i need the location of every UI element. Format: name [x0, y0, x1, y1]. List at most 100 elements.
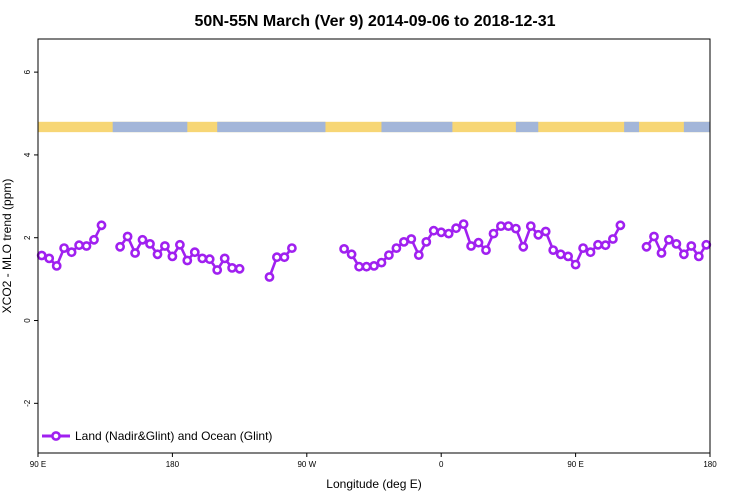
data-point	[671, 238, 682, 249]
data-point	[59, 243, 69, 253]
series-layer	[36, 219, 712, 282]
data-point	[51, 260, 62, 271]
x-tick-label: 180	[166, 460, 180, 469]
y-axis: -2 0 2 4 6	[23, 69, 38, 407]
data-point	[458, 219, 469, 229]
data-point	[159, 241, 170, 251]
x-tick-label: 0	[439, 460, 444, 469]
data-point	[167, 251, 178, 262]
data-point	[701, 239, 712, 250]
data-point	[413, 250, 424, 260]
data-point	[563, 251, 573, 262]
data-point	[81, 241, 92, 251]
x-tick-label: 90 E	[567, 460, 583, 469]
data-point	[212, 265, 223, 275]
legend-marker	[51, 431, 61, 441]
data-point	[451, 223, 461, 234]
data-point	[495, 221, 506, 231]
land-band	[38, 121, 710, 133]
data-point	[693, 251, 704, 262]
data-point	[264, 272, 275, 282]
y-tick-label: 2	[23, 235, 32, 240]
data-point	[383, 250, 394, 260]
data-point	[421, 236, 432, 247]
data-point	[600, 240, 611, 251]
data-point	[570, 259, 581, 270]
data-point	[122, 231, 133, 242]
x-tick-label: 90 W	[297, 460, 316, 469]
y-tick-label: -2	[23, 399, 32, 407]
data-point	[656, 248, 667, 258]
data-point	[548, 245, 559, 255]
ocean-segment	[217, 121, 326, 133]
data-point	[593, 239, 603, 250]
data-point	[197, 253, 208, 264]
data-point	[189, 247, 200, 258]
plot-frame	[37, 38, 711, 454]
data-point	[428, 225, 439, 236]
data-point	[518, 241, 529, 252]
data-point	[488, 228, 499, 239]
data-point	[44, 253, 55, 264]
data-point	[152, 249, 163, 260]
data-point	[481, 245, 491, 255]
data-point	[227, 262, 237, 273]
data-point	[391, 243, 402, 253]
data-point	[145, 238, 155, 249]
y-axis-label: XCO2 - MLO trend (ppm)	[0, 179, 14, 314]
x-tick-label: 180	[703, 460, 717, 469]
data-point	[271, 252, 282, 263]
data-point	[36, 250, 47, 261]
ocean-segment	[381, 121, 453, 133]
ocean-segment	[683, 121, 710, 133]
data-point	[540, 226, 551, 237]
data-point	[376, 257, 387, 268]
data-point	[679, 249, 689, 260]
data-point	[585, 247, 596, 258]
data-point	[339, 243, 349, 254]
data-point	[66, 247, 77, 258]
data-point	[130, 248, 140, 258]
data-point	[115, 241, 125, 252]
y-tick-label: 6	[23, 69, 32, 74]
series-line	[268, 247, 293, 278]
data-point	[503, 221, 514, 231]
data-point	[406, 234, 417, 244]
y-tick-label: 4	[23, 152, 32, 157]
data-point	[361, 261, 372, 272]
data-point	[664, 234, 674, 245]
data-point	[369, 260, 379, 271]
data-point	[533, 229, 544, 240]
x-axis: 90 E 180 90 W 0 90 E 180	[30, 453, 717, 469]
data-point	[686, 241, 697, 251]
x-tick-label: 90 E	[30, 460, 46, 469]
data-point	[443, 228, 454, 239]
ocean-segment	[515, 121, 539, 133]
data-point	[608, 234, 618, 244]
data-point	[174, 239, 185, 250]
x-axis-label: Longitude (deg E)	[326, 477, 421, 491]
data-point	[641, 241, 652, 252]
data-point	[89, 234, 99, 245]
ocean-segment	[112, 121, 188, 133]
data-point	[615, 220, 626, 231]
data-point	[219, 253, 230, 264]
data-point	[346, 249, 357, 260]
data-point	[286, 243, 297, 253]
data-point	[473, 237, 484, 248]
data-point	[436, 227, 447, 238]
ocean-segment	[624, 121, 640, 133]
data-point	[466, 241, 476, 251]
legend-label: Land (Nadir&Glint) and Ocean (Glint)	[75, 429, 272, 443]
legend: Land (Nadir&Glint) and Ocean (Glint)	[42, 429, 272, 443]
data-point	[525, 221, 536, 231]
data-point	[578, 243, 588, 253]
data-point	[204, 254, 215, 265]
data-point	[649, 231, 659, 242]
data-point	[511, 223, 521, 234]
data-point	[182, 255, 193, 266]
land-ocean-band	[38, 121, 710, 133]
y-tick-label: 0	[23, 318, 32, 323]
data-point	[96, 220, 107, 231]
